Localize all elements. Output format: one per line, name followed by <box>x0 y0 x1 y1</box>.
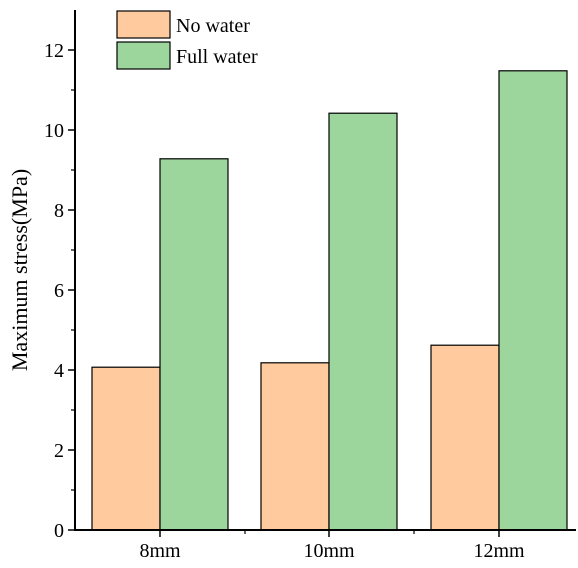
y-axis-title: Maximum stress(MPa) <box>7 169 32 371</box>
y-tick-label: 0 <box>54 520 64 542</box>
y-tick-label: 8 <box>54 200 64 222</box>
bar-no-water-12mm <box>430 344 500 531</box>
x-tick-label: 10mm <box>303 540 355 562</box>
legend-swatch-no-water <box>116 10 171 39</box>
y-tick-label: 6 <box>54 280 64 302</box>
bar-no-water-10mm <box>260 362 330 531</box>
axes-group <box>74 10 576 531</box>
y-tick-label: 12 <box>44 40 64 62</box>
x-tick-label: 12mm <box>473 540 525 562</box>
y-tick-label: 10 <box>44 120 64 142</box>
y-tick-label: 4 <box>54 360 64 382</box>
bar-full-water-10mm <box>328 112 398 531</box>
legend: No water Full water <box>116 10 258 70</box>
bar-full-water-8mm <box>159 158 229 531</box>
bar-no-water-8mm <box>91 366 161 531</box>
legend-swatch-full-water <box>116 41 171 70</box>
y-ticks-group: 0 2 4 6 8 10 12 <box>44 40 75 542</box>
x-tick-label: 8mm <box>139 540 181 562</box>
bar-full-water-12mm <box>498 70 568 531</box>
y-tick-label: 2 <box>54 440 64 462</box>
legend-label-full-water: Full water <box>176 46 258 68</box>
x-ticks-group: 8mm 10mm 12mm <box>139 530 525 562</box>
legend-label-no-water: No water <box>176 15 250 37</box>
bars-group <box>91 70 568 531</box>
